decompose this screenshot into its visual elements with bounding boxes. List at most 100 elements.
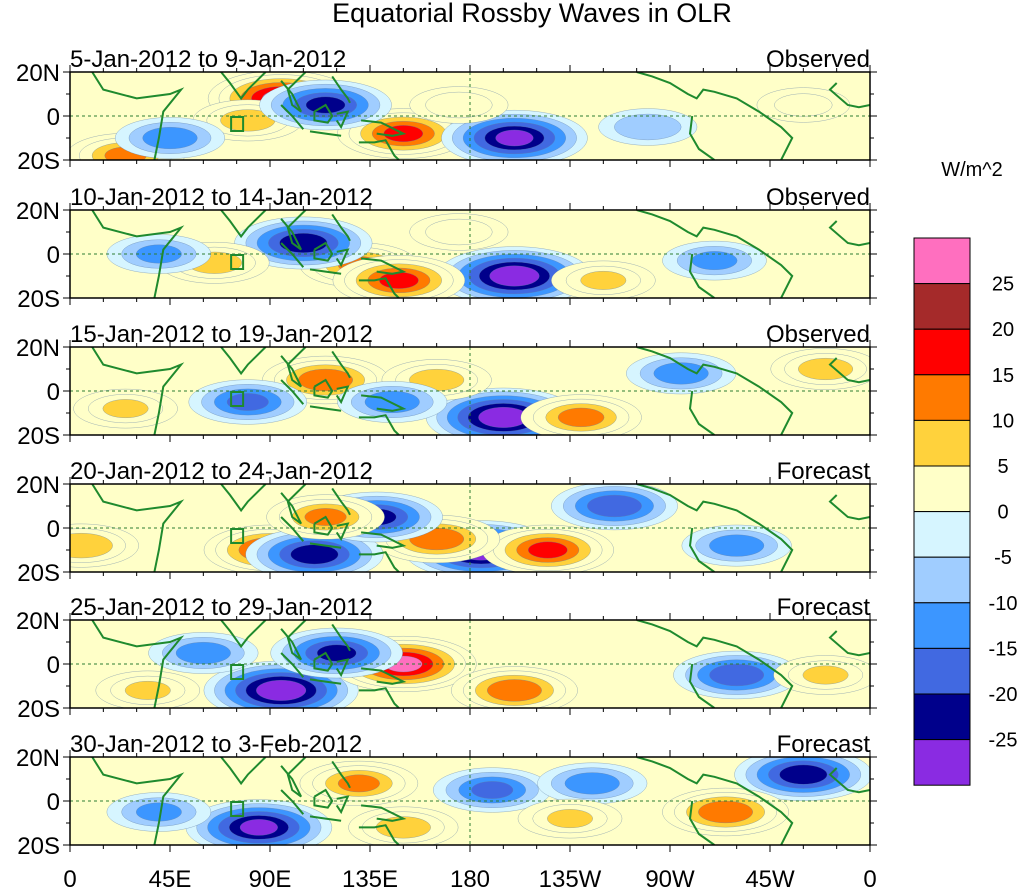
anomaly-blob (517, 798, 623, 839)
anomaly-contour (226, 393, 269, 411)
panel-6: 20N 0 20S 30-Jan-2012 to 3-Feb-2012 Forecast (16, 731, 877, 860)
y-tick-label: 20S (17, 286, 60, 313)
anomaly-contour (70, 532, 113, 559)
anomaly-blob (437, 246, 592, 298)
coastline (280, 652, 305, 678)
coastline (280, 757, 307, 798)
coastline (280, 379, 305, 405)
coastline (335, 522, 350, 542)
anomaly-blob (114, 117, 226, 159)
coastline (360, 257, 407, 275)
coastline (91, 757, 185, 845)
anomaly-blob (234, 216, 373, 270)
anomaly-blob (673, 650, 801, 700)
coastline (280, 104, 305, 130)
x-tick-label: 135W (539, 866, 602, 890)
coastlines (91, 620, 870, 708)
coastlines (91, 72, 870, 160)
coastline (309, 130, 342, 137)
anomaly-contour (586, 494, 642, 518)
coastline (313, 103, 334, 124)
anomaly-blob (662, 787, 790, 837)
x-axis: 0 45E 90E 135E 180 135W 90W 45W 0 (63, 866, 876, 890)
coastline (220, 620, 267, 649)
colorbar-swatch (913, 374, 971, 421)
coastline (636, 347, 794, 435)
coastline (828, 357, 870, 384)
coastline (335, 248, 350, 268)
coastline (91, 72, 185, 160)
anomaly-contour (316, 644, 357, 662)
anomaly-blob (770, 348, 870, 390)
coastline (331, 213, 351, 242)
coastline (360, 531, 407, 549)
coastline (688, 115, 715, 160)
coastline (828, 767, 870, 794)
anomaly-blob (70, 523, 139, 568)
region-box (230, 664, 245, 680)
coastline (220, 72, 267, 101)
colorbar-label: -5 (994, 547, 1012, 569)
colorbar-swatch (913, 693, 971, 741)
anomaly-blob (409, 86, 509, 124)
coastlines (91, 347, 870, 435)
y-tick-label: 0 (47, 104, 60, 131)
anomaly-contour (337, 774, 380, 793)
anomaly-field (106, 757, 870, 845)
coastline (688, 663, 715, 708)
coastline (280, 516, 305, 542)
panel-4: 20N 0 20S 20-Jan-2012 to 24-Jan-2012 Forecas… (16, 458, 877, 587)
coastline (331, 75, 351, 104)
anomaly-contour (779, 764, 828, 785)
coastline (220, 347, 267, 376)
anomaly-contour (175, 641, 231, 665)
coastline (636, 484, 794, 572)
anomaly-blob (551, 484, 678, 531)
coastline (280, 620, 307, 661)
colorbar-label: 15 (992, 365, 1014, 387)
coastline (636, 620, 794, 708)
coastline (360, 804, 407, 822)
y-tick-label: 20N (16, 60, 60, 87)
coastline (91, 620, 185, 708)
anomaly-blob (598, 108, 698, 146)
colorbar-swatch (913, 283, 971, 330)
coastline (335, 110, 350, 130)
coastline (358, 414, 400, 435)
colorbar-swatch (913, 465, 971, 513)
panel-period: 15-Jan-2012 to 19-Jan-2012 (70, 321, 373, 348)
colorbar-label: -10 (989, 593, 1018, 615)
y-tick-label: 0 (47, 379, 60, 406)
panel-period: 10-Jan-2012 to 14-Jan-2012 (70, 184, 373, 211)
colorbar-label: 0 (997, 502, 1008, 524)
anomaly-blob (681, 524, 792, 567)
anomaly-blob (441, 109, 588, 160)
coastline (313, 241, 334, 262)
panel-5: 20N 0 20S 25-Jan-2012 to 29-Jan-2012 Forecas… (16, 594, 877, 723)
anomaly-blob (188, 379, 308, 425)
anomaly-blob (551, 260, 656, 298)
coastlines (91, 210, 870, 298)
anomaly-contour (798, 357, 854, 381)
coastline (828, 82, 870, 109)
anomaly-blob (148, 632, 259, 674)
anomaly-field (70, 484, 792, 572)
anomaly-blob (773, 655, 870, 695)
coastline (91, 347, 185, 435)
y-tick-label: 20N (16, 472, 60, 499)
coastline (331, 350, 351, 379)
coastlines (91, 484, 870, 572)
coastline (313, 651, 334, 672)
coastline (828, 630, 870, 657)
y-tick-label: 0 (47, 789, 60, 816)
y-tick-label: 0 (47, 516, 60, 543)
anomaly-contour (774, 93, 833, 117)
coastline (360, 119, 407, 137)
coastline (220, 210, 267, 239)
colorbar-swatch (913, 511, 971, 558)
coastline (280, 484, 307, 525)
panel-kind: Forecast (777, 594, 871, 621)
panel-period: 5-Jan-2012 to 9-Jan-2012 (70, 46, 346, 73)
panel-2: 20N 0 20S 10-Jan-2012 to 14-Jan-2012 Observe… (16, 184, 877, 313)
